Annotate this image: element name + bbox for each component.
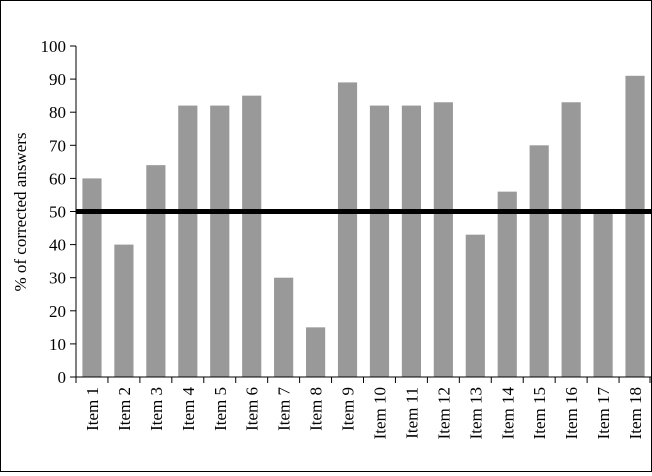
axes-layer: Item 1 Item 2 Item 3 Item 4 Item 5 Item 6 Item… xyxy=(41,37,651,440)
x-tick-label-5: Item 5 xyxy=(211,387,230,431)
y-tick-label-80: 80 xyxy=(49,103,66,122)
bar-16 xyxy=(561,102,581,378)
y-tick-label-60: 60 xyxy=(49,169,66,188)
x-tick-label-1: Item 1 xyxy=(83,387,102,431)
bar-18 xyxy=(625,75,645,377)
x-tick-label-4: Item 4 xyxy=(179,387,198,431)
y-tick-label-20: 20 xyxy=(49,302,66,321)
y-tick-label-70: 70 xyxy=(49,136,66,155)
bar-11 xyxy=(401,105,421,377)
x-tick-label-11: Item 11 xyxy=(402,387,421,439)
y-tick-label-90: 90 xyxy=(49,70,66,89)
bar-5 xyxy=(210,105,230,377)
x-tick-label-2: Item 2 xyxy=(115,387,134,431)
x-tick-label-16: Item 16 xyxy=(562,387,581,439)
x-tick-label-6: Item 6 xyxy=(243,387,262,431)
y-tick-label-0: 0 xyxy=(58,368,67,387)
x-tick-label-17: Item 17 xyxy=(594,387,613,440)
x-tick-label-15: Item 15 xyxy=(530,387,549,439)
bar-17 xyxy=(593,211,613,377)
bars-layer xyxy=(82,75,645,378)
bar-12 xyxy=(433,102,453,378)
bar-4 xyxy=(178,105,198,377)
bar-9 xyxy=(337,82,358,377)
x-tick-label-8: Item 8 xyxy=(307,387,326,431)
bar-8 xyxy=(306,327,326,377)
bar-1 xyxy=(82,178,102,377)
x-tick-label-9: Item 9 xyxy=(339,387,358,431)
x-tick-label-12: Item 12 xyxy=(434,387,453,439)
bar-2 xyxy=(114,244,134,377)
y-axis-title: % of corrected answers xyxy=(11,132,30,291)
y-tick-label-100: 100 xyxy=(41,37,67,56)
bar-13 xyxy=(465,234,485,377)
x-tick-label-3: Item 3 xyxy=(147,387,166,431)
x-tick-label-18: Item 18 xyxy=(626,387,645,439)
y-tick-label-10: 10 xyxy=(49,335,66,354)
bar-14 xyxy=(497,191,517,377)
y-tick-label-30: 30 xyxy=(49,269,66,288)
x-tick-label-7: Item 7 xyxy=(275,387,294,431)
bar-15 xyxy=(529,145,549,377)
y-tick-label-40: 40 xyxy=(49,236,66,255)
x-tick-label-13: Item 13 xyxy=(466,387,485,439)
y-tick-label-50: 50 xyxy=(49,203,66,222)
bar-6 xyxy=(242,95,262,378)
bar-3 xyxy=(146,165,166,377)
bar-10 xyxy=(369,105,390,377)
bar-7 xyxy=(274,277,294,377)
x-tick-label-14: Item 14 xyxy=(498,387,517,440)
x-tick-label-10: Item 10 xyxy=(370,387,389,439)
